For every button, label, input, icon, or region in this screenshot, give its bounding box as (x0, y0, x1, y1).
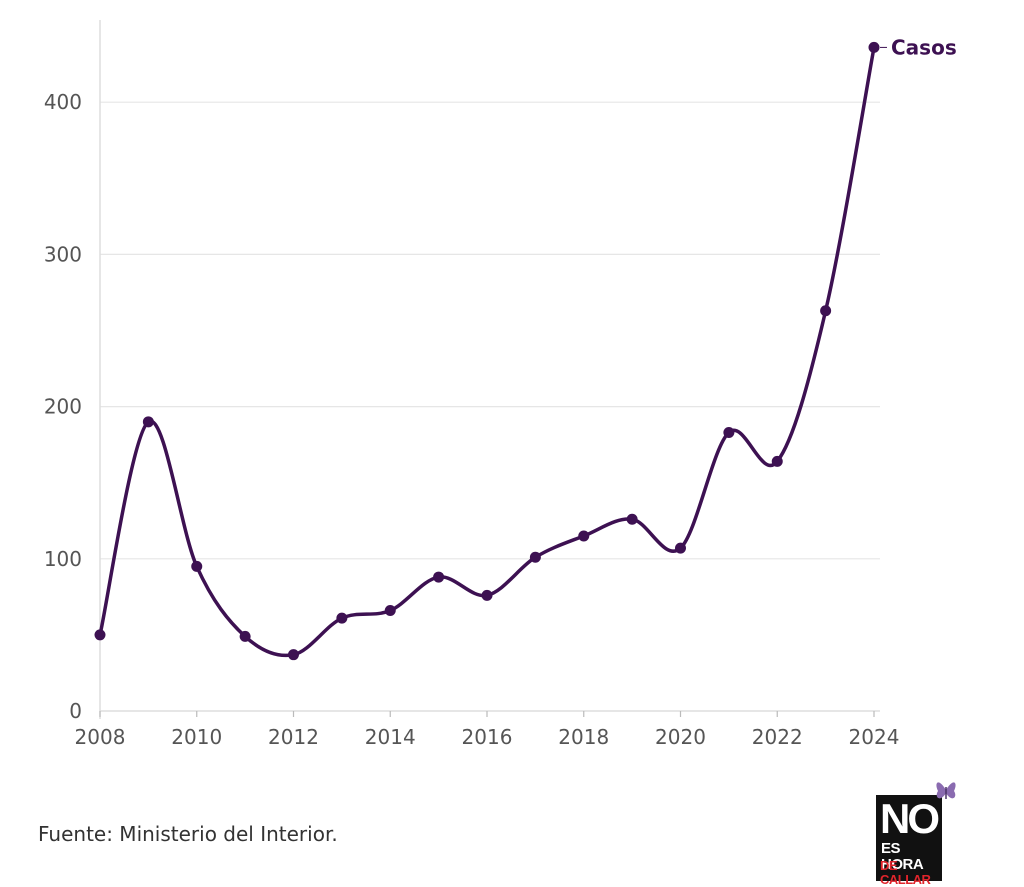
no-es-hora-de-callar-logo: NO ES HORA DE CALLAR (876, 782, 956, 887)
x-tick-label: 2018 (558, 725, 609, 749)
y-tick-label: 300 (44, 242, 82, 266)
data-point-2015 (433, 571, 445, 583)
butterfly-icon (936, 782, 956, 799)
tick-labels: 0 100 200 300 400 2008 2010 2012 2014 2016 2018 202… (44, 90, 900, 749)
x-tick-label: 2012 (268, 725, 319, 749)
data-point-2010 (191, 560, 203, 572)
x-tick-label: 2022 (752, 725, 803, 749)
data-point-2022 (771, 455, 783, 467)
gridlines (100, 101, 880, 560)
series-line-casos (98, 45, 876, 658)
data-point-2020 (675, 542, 686, 554)
data-point-2013 (336, 612, 348, 624)
logo-es-hora: ES HORA (881, 840, 924, 873)
y-tick-label: 400 (44, 90, 82, 114)
data-point-2011 (239, 630, 251, 642)
x-tick-label: 2014 (365, 725, 416, 749)
x-tick-label: 2016 (462, 725, 513, 749)
data-point-2023 (820, 305, 832, 317)
y-tick-label: 100 (44, 547, 82, 571)
data-point-2024 (868, 41, 880, 53)
y-tick-label: 0 (69, 699, 82, 723)
series-label-casos: Casos (891, 35, 957, 59)
x-tick-label: 2020 (655, 725, 706, 749)
data-point-2018 (578, 530, 590, 542)
logo-de-callar: DE CALLAR (880, 858, 931, 887)
data-point-2017 (529, 551, 541, 563)
data-point-2012 (288, 649, 299, 661)
source-note: Fuente: Ministerio del Interior. (38, 822, 338, 846)
x-tick-label: 2024 (849, 725, 900, 749)
x-tick-label: 2008 (75, 725, 126, 749)
data-point-2021 (723, 426, 735, 438)
x-tick-label: 2010 (171, 725, 222, 749)
axes (99, 20, 880, 719)
data-points (94, 41, 880, 661)
series (98, 45, 876, 658)
series-labels: Casos (880, 35, 957, 59)
data-point-2008 (94, 629, 106, 641)
data-point-2009 (142, 416, 154, 428)
data-point-2014 (384, 605, 396, 617)
data-point-2016 (481, 589, 493, 601)
y-tick-label: 200 (44, 395, 82, 419)
data-point-2019 (626, 513, 638, 525)
logo-no: NO (880, 795, 940, 842)
